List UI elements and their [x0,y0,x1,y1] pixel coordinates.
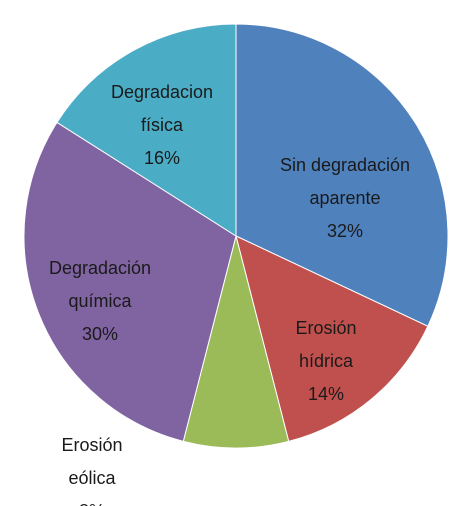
slice-label-line: Sin degradación [280,155,410,175]
pie-slice [23,121,237,442]
slice-label-line: Erosión [295,318,356,338]
pie-slice [182,235,290,449]
slice-label-line: química [68,291,132,311]
value-label: 30% [82,324,118,344]
slice-label: Erosión eólica [61,435,122,488]
slice-label-line: Degradación [49,258,151,278]
slice-label-line: Degradacion [111,82,213,102]
value-label: 32% [327,221,363,241]
slice-label-line: Erosión [61,435,122,455]
slice-label-line: física [141,115,184,135]
slice-label-line: eólica [68,468,116,488]
value-label: 16% [144,148,180,168]
pie-slice [235,235,429,442]
slice-label: Degradación química [49,258,151,311]
value-label: 8% [79,501,105,506]
slice-label-line: aparente [309,188,380,208]
pie-slice [56,23,237,237]
slice-label: Sin degradación aparente [280,155,410,208]
slice-label: Degradacion física [111,82,213,135]
value-label: 14% [308,384,344,404]
slice-label: Erosión hídrica [295,318,356,371]
slice-label-line: hídrica [299,351,354,371]
pie-slice [235,23,449,327]
